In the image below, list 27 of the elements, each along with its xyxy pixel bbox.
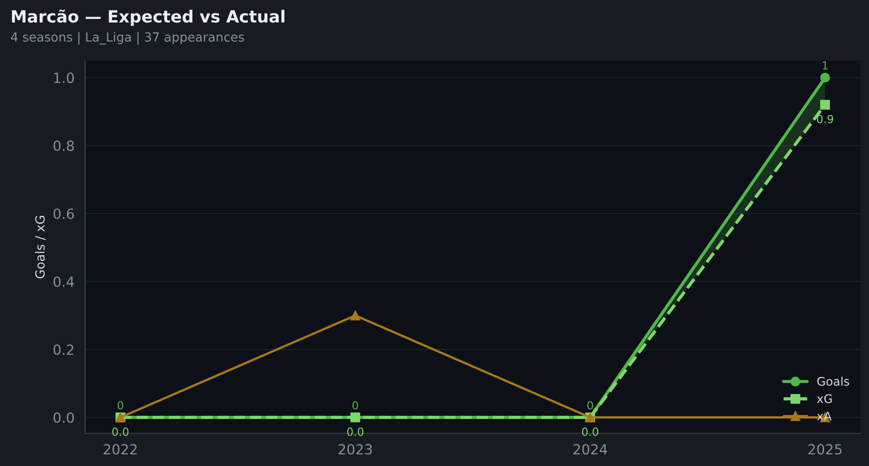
legend-label: Goals	[817, 376, 850, 386]
data-label: 0	[118, 401, 124, 410]
chart-subtitle: 4 seasons | La_Liga | 37 appearances	[11, 32, 244, 44]
x-tick-label: 2023	[338, 444, 372, 455]
data-label: 0.0	[112, 428, 128, 436]
x-tick-label: 2024	[574, 444, 608, 455]
y-tick-label: 0.2	[54, 344, 74, 355]
data-label: 0.0	[582, 428, 598, 436]
legend-label: xG	[816, 394, 832, 404]
chart-title: Marcão — Expected vs Actual	[12, 9, 284, 26]
data-label: 1	[822, 61, 828, 70]
data-label: 0.9	[816, 114, 834, 124]
data-label: 0.0	[347, 428, 364, 436]
y-tick-label: 0.6	[54, 208, 74, 219]
x-tick-label: 2022	[104, 444, 137, 455]
data-label: 0	[587, 401, 593, 410]
legend-label: xA	[816, 412, 832, 420]
y-tick-label: 0.0	[54, 412, 74, 423]
y-tick-label: 1.0	[54, 72, 74, 84]
x-tick-label: 2025	[808, 444, 842, 455]
data-label: 0	[352, 401, 358, 410]
y-tick-label: 0.4	[54, 276, 74, 287]
point	[820, 100, 830, 110]
point	[350, 310, 360, 320]
y-axis-title: Goals / xG	[35, 216, 46, 278]
y-tick-label: 0.8	[54, 140, 74, 152]
point	[820, 72, 830, 82]
